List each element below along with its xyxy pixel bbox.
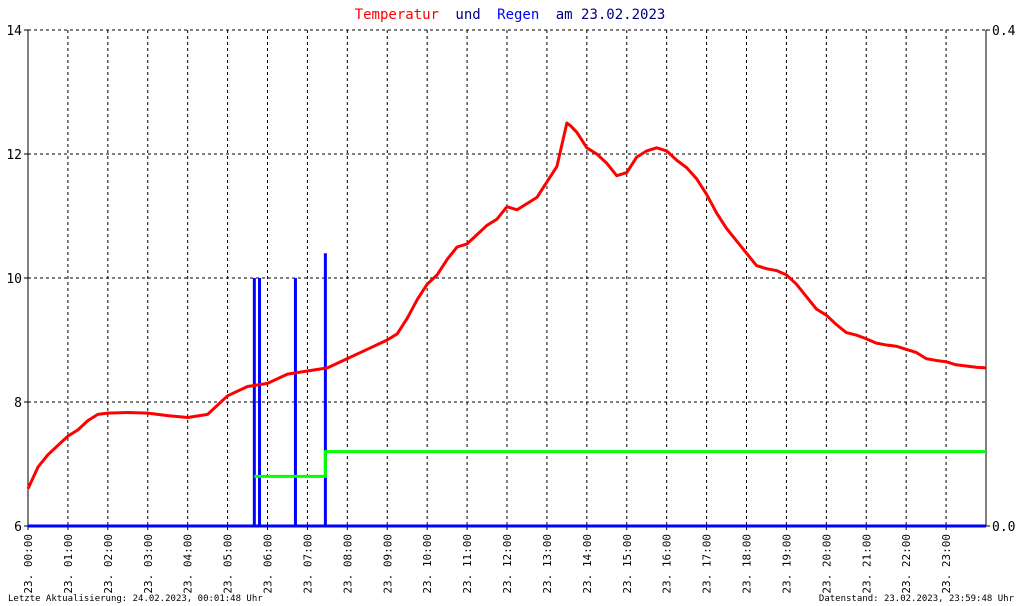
x-tick-label: 23. 05:00 <box>222 534 235 594</box>
x-tick-label: 23. 00:00 <box>22 534 35 594</box>
x-tick-label: 23. 18:00 <box>741 534 754 594</box>
x-tick-label: 23. 02:00 <box>102 534 115 594</box>
rain-sum-line <box>254 450 986 478</box>
title-rain: Regen <box>497 7 539 23</box>
y-tick-label-left: 10 <box>6 272 22 287</box>
footer-last-update: Letzte Aktualisierung: 24.02.2023, 00:01… <box>8 594 263 604</box>
chart-title: Temperatur und Regen am 23.02.2023 <box>355 7 666 23</box>
x-tick-label: 23. 08:00 <box>341 534 354 594</box>
x-tick-label: 23. 04:00 <box>182 534 195 594</box>
x-tick-label: 23. 14:00 <box>581 534 594 594</box>
x-tick-label: 23. 12:00 <box>501 534 514 594</box>
x-tick-label: 23. 19:00 <box>780 534 793 594</box>
x-tick-label: 23. 13:00 <box>541 534 554 594</box>
x-tick-label: 23. 21:00 <box>860 534 873 594</box>
x-tick-label: 23. 23:00 <box>940 534 953 594</box>
y-tick-label-right: 0.0 <box>992 520 1015 535</box>
x-tick-label: 23. 03:00 <box>142 534 155 594</box>
x-tick-label: 23. 22:00 <box>900 534 913 594</box>
tick-labels: 6 8 10 12 14 0.0 0.4 23. 00:00 23. 01:00 23. 02:0… <box>6 24 1015 594</box>
title-date: am 23.02.2023 <box>556 7 666 23</box>
title-und: und <box>455 7 480 23</box>
x-tick-label: 23. 15:00 <box>621 534 634 594</box>
footer-data-status: Datenstand: 23.02.2023, 23:59:48 Uhr <box>819 594 1015 604</box>
x-tick-label: 23. 09:00 <box>381 534 394 594</box>
x-tick-label: 23. 01:00 <box>62 534 75 594</box>
y-tick-label-left: 12 <box>6 148 22 163</box>
x-tick-label: 23. 20:00 <box>820 534 833 594</box>
x-tick-label: 23. 07:00 <box>301 534 314 594</box>
x-tick-label: 23. 16:00 <box>661 534 674 594</box>
y-tick-label-left: 6 <box>14 520 22 535</box>
title-temperature: Temperatur <box>355 7 439 23</box>
x-tick-label: 23. 17:00 <box>701 534 714 594</box>
x-tick-label: 23. 10:00 <box>421 534 434 594</box>
y-tick-label-left: 14 <box>6 24 22 39</box>
x-tick-label: 23. 11:00 <box>461 534 474 594</box>
x-tick-label: 23. 06:00 <box>262 534 275 594</box>
grid <box>28 29 986 526</box>
temperature-line <box>26 121 987 490</box>
axes <box>24 29 990 530</box>
y-tick-label-right: 0.4 <box>992 24 1016 39</box>
series <box>26 121 987 528</box>
y-tick-label-left: 8 <box>14 396 22 411</box>
